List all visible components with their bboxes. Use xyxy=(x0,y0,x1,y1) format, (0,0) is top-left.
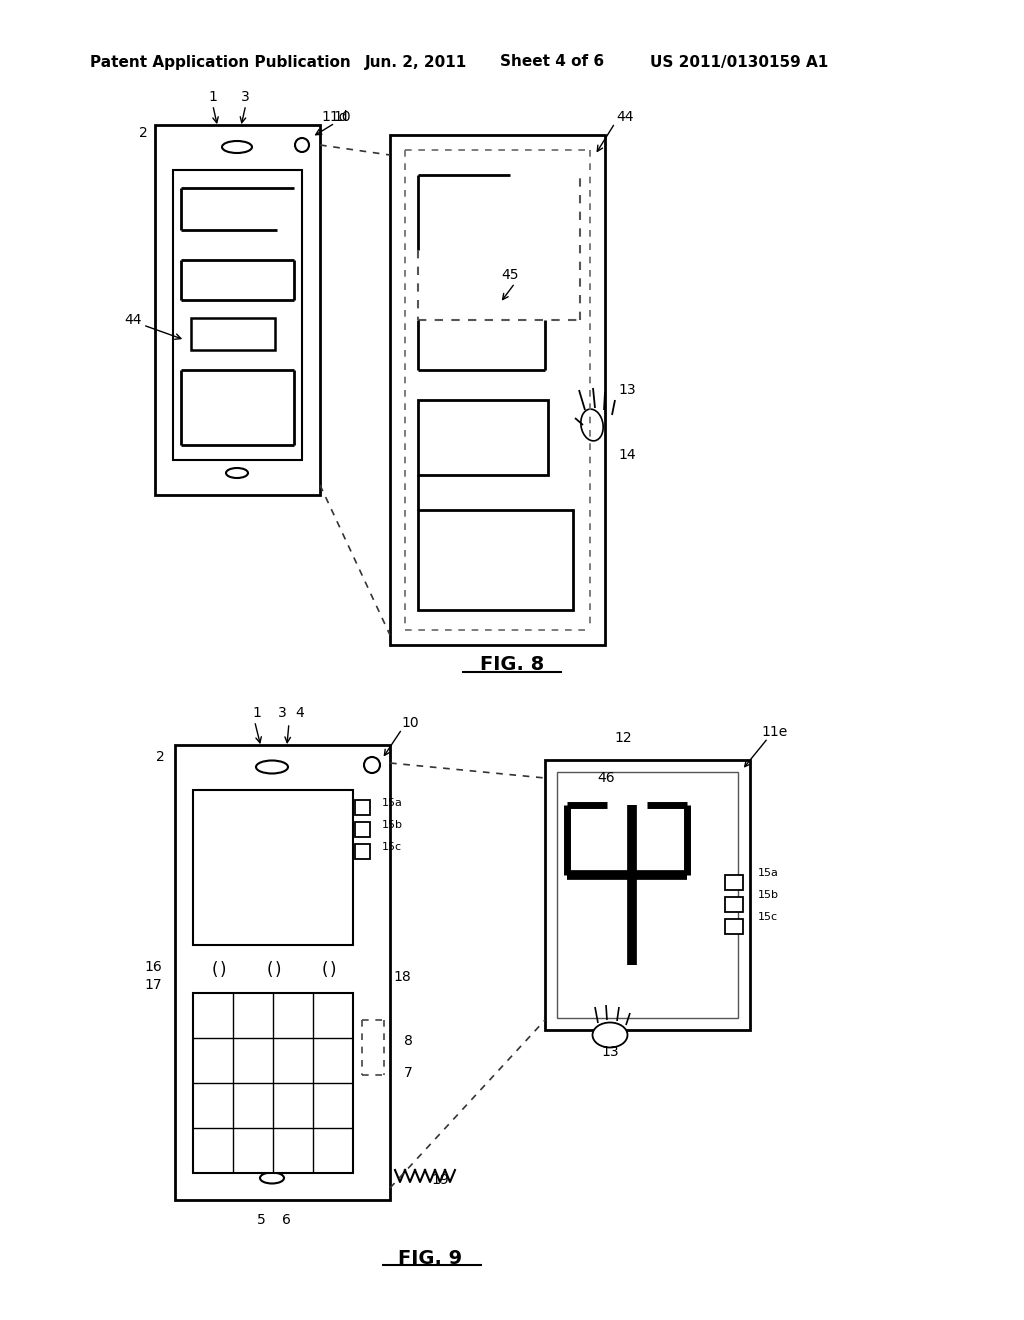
Text: 13: 13 xyxy=(618,383,636,397)
Text: 2: 2 xyxy=(156,750,165,764)
Text: ): ) xyxy=(220,961,226,979)
Bar xyxy=(725,919,743,935)
Text: 11d: 11d xyxy=(322,110,348,124)
Ellipse shape xyxy=(593,1023,628,1048)
Text: 11e: 11e xyxy=(762,725,788,739)
Text: 14: 14 xyxy=(618,447,636,462)
Text: 17: 17 xyxy=(144,978,162,993)
Text: 5: 5 xyxy=(257,1213,265,1228)
Text: 3: 3 xyxy=(279,706,287,719)
Text: 7: 7 xyxy=(403,1067,413,1080)
Bar xyxy=(390,135,605,645)
Bar xyxy=(557,772,738,1018)
Text: 1: 1 xyxy=(208,90,217,104)
Text: 12: 12 xyxy=(614,731,632,744)
Bar xyxy=(191,318,275,350)
Text: US 2011/0130159 A1: US 2011/0130159 A1 xyxy=(650,54,828,70)
Ellipse shape xyxy=(226,469,248,478)
Text: Sheet 4 of 6: Sheet 4 of 6 xyxy=(500,54,604,70)
Text: 18: 18 xyxy=(393,970,411,983)
Text: 4: 4 xyxy=(295,706,304,719)
Text: 19: 19 xyxy=(431,1173,449,1187)
Bar xyxy=(418,510,573,610)
Text: FIG. 9: FIG. 9 xyxy=(398,1249,462,1267)
Text: Patent Application Publication: Patent Application Publication xyxy=(90,54,351,70)
Ellipse shape xyxy=(256,760,288,774)
Text: ): ) xyxy=(330,961,336,979)
Text: 2: 2 xyxy=(138,125,147,140)
Text: 46: 46 xyxy=(598,771,615,785)
Bar xyxy=(725,898,743,912)
Circle shape xyxy=(364,756,380,774)
Text: ): ) xyxy=(274,961,282,979)
Text: 8: 8 xyxy=(403,1034,413,1048)
Ellipse shape xyxy=(222,141,252,153)
Text: Jun. 2, 2011: Jun. 2, 2011 xyxy=(365,54,467,70)
Circle shape xyxy=(295,139,309,152)
Bar xyxy=(355,822,370,837)
Bar xyxy=(545,760,750,1030)
Bar xyxy=(355,843,370,859)
Text: 10: 10 xyxy=(333,110,351,124)
Text: 15a: 15a xyxy=(758,869,779,878)
Text: 6: 6 xyxy=(283,1213,291,1228)
Text: 45: 45 xyxy=(502,268,519,282)
Text: 10: 10 xyxy=(401,715,419,730)
Text: 44: 44 xyxy=(124,313,141,327)
Text: 15a: 15a xyxy=(382,799,402,808)
Text: 15c: 15c xyxy=(382,842,402,851)
Text: 44: 44 xyxy=(616,110,634,124)
Text: 15b: 15b xyxy=(382,820,403,830)
Bar xyxy=(193,789,353,945)
Bar xyxy=(175,744,390,1200)
Text: 15c: 15c xyxy=(758,912,778,921)
Text: (: ( xyxy=(212,961,218,979)
Ellipse shape xyxy=(581,409,603,441)
Bar xyxy=(355,800,370,814)
Bar xyxy=(193,993,353,1173)
Text: 13: 13 xyxy=(601,1045,618,1059)
Bar xyxy=(418,400,548,475)
Bar xyxy=(173,170,302,459)
Text: 16: 16 xyxy=(144,960,162,974)
Text: (: ( xyxy=(322,961,328,979)
Bar xyxy=(155,125,319,495)
Text: 1: 1 xyxy=(252,706,261,719)
Text: FIG. 8: FIG. 8 xyxy=(480,656,544,675)
Ellipse shape xyxy=(260,1172,284,1184)
Bar xyxy=(725,875,743,890)
Text: 3: 3 xyxy=(242,90,250,104)
Text: 15b: 15b xyxy=(758,890,779,900)
Text: (: ( xyxy=(267,961,273,979)
